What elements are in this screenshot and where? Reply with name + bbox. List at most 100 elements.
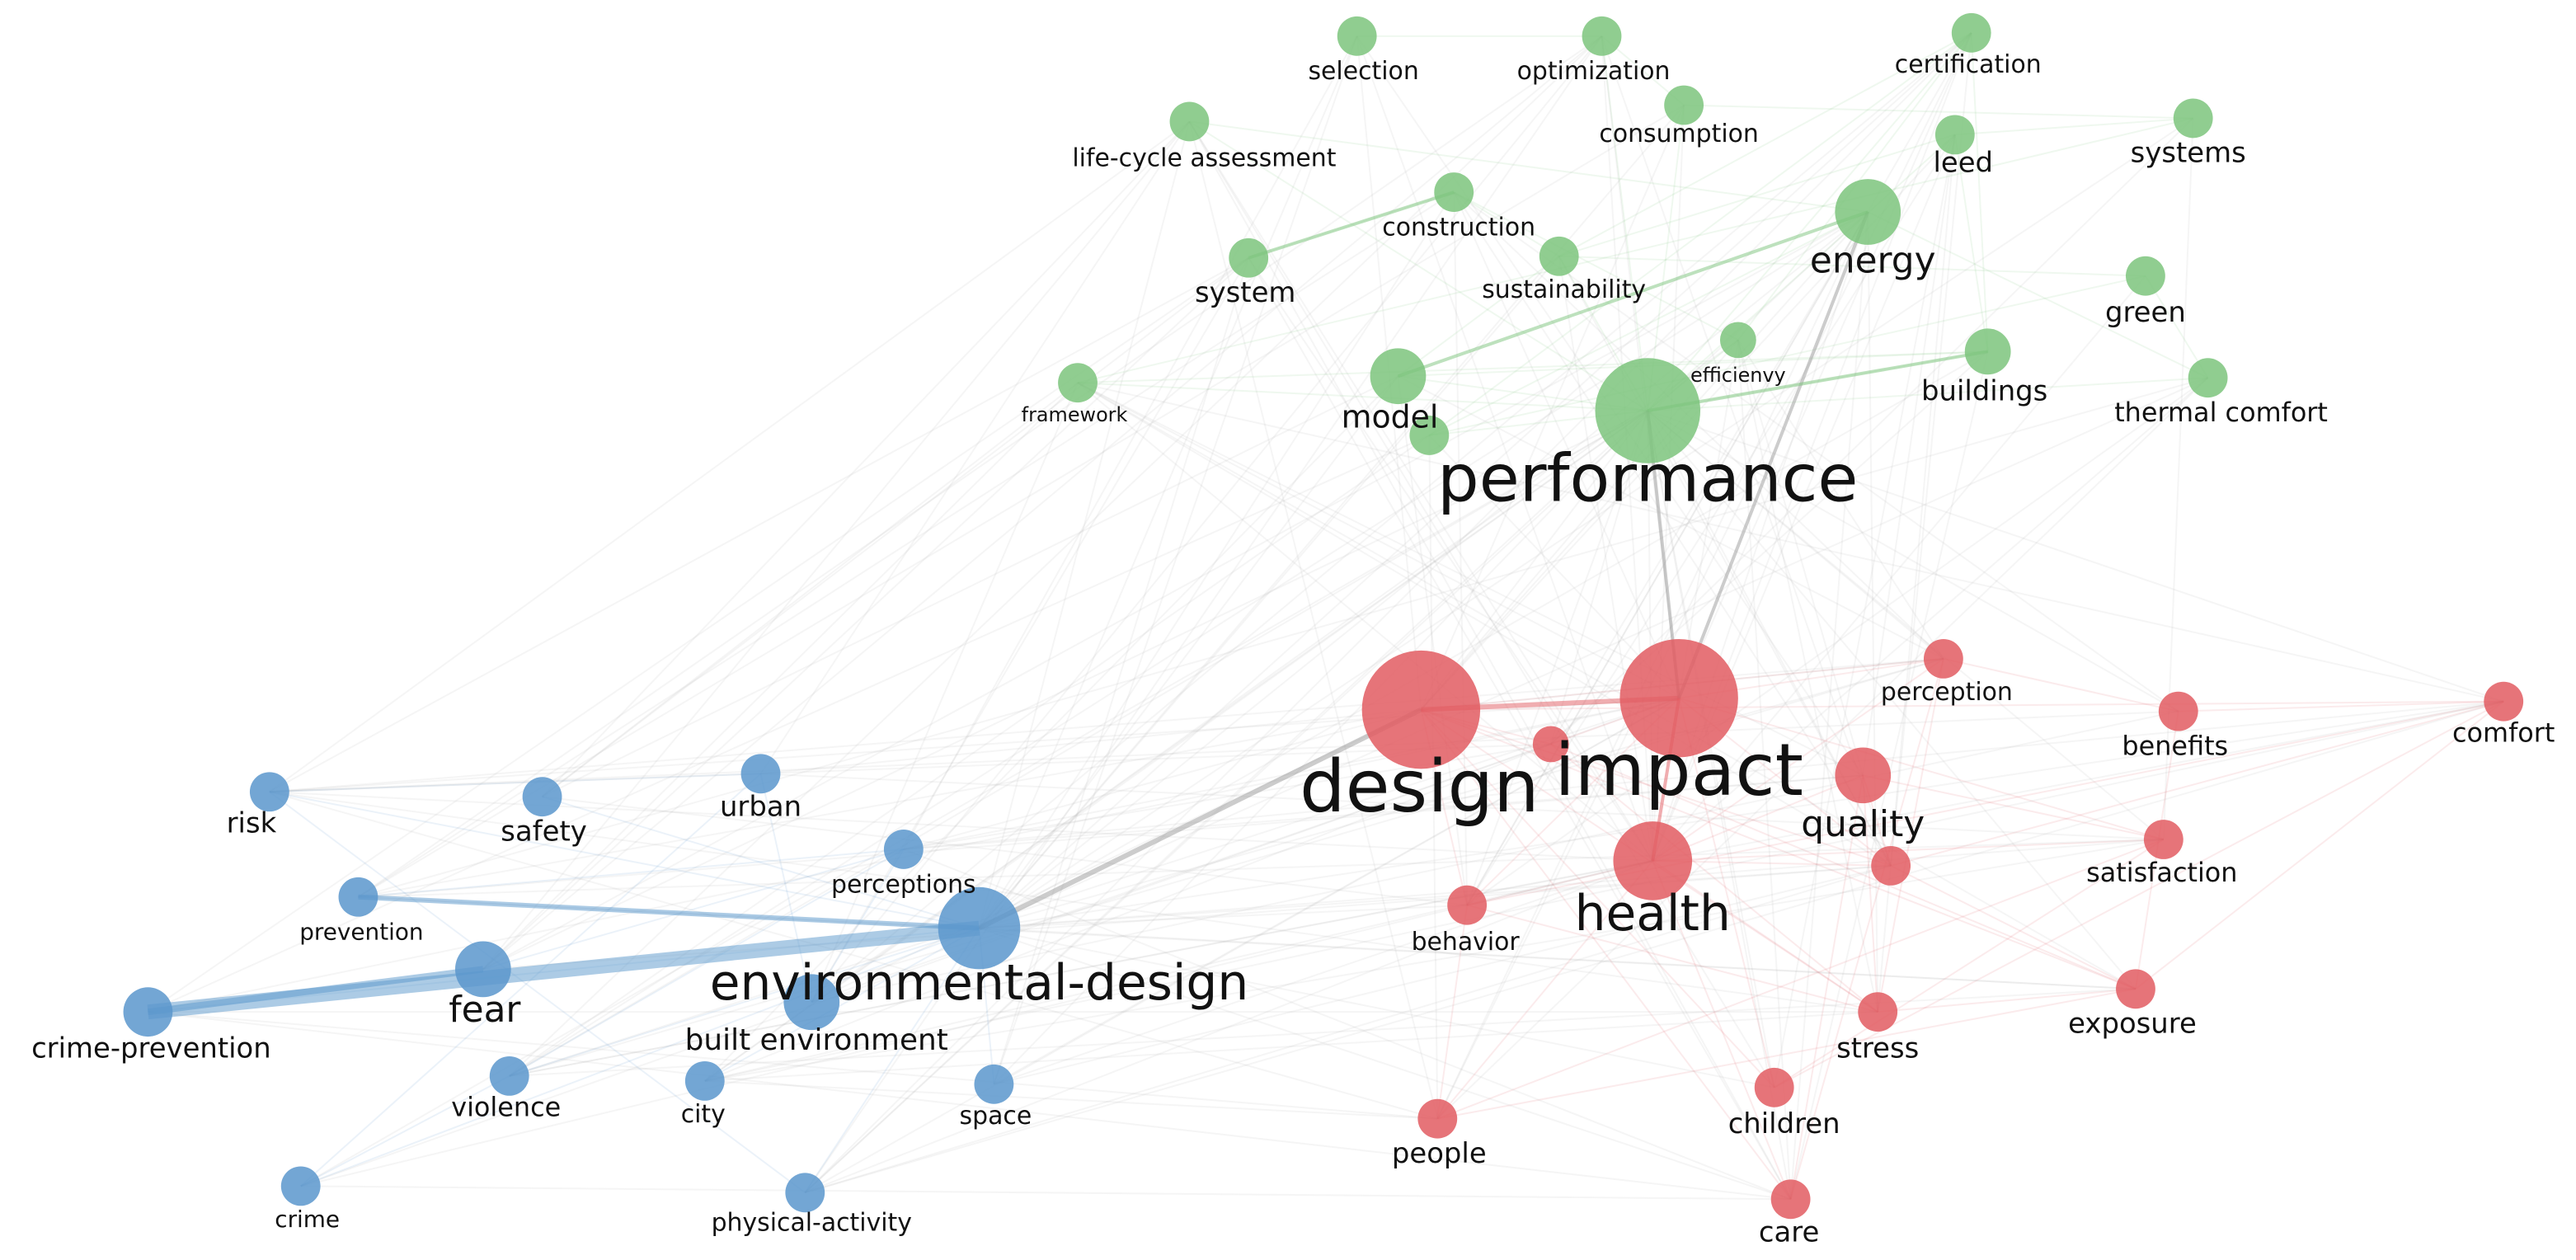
edge <box>1737 339 1944 660</box>
node-label: built environment <box>685 1023 948 1057</box>
edge <box>804 859 1653 1194</box>
edge <box>993 697 1680 1085</box>
node-label: city <box>681 1100 726 1129</box>
edge <box>704 700 2504 1082</box>
edge <box>358 774 1864 898</box>
node <box>938 886 1021 970</box>
node-label: crime-prevention <box>31 1032 271 1065</box>
edge <box>903 708 1422 850</box>
node-label: stress <box>1836 1032 1919 1065</box>
edge <box>759 120 1191 774</box>
node-label: prevention <box>299 919 423 946</box>
node <box>1923 638 1963 679</box>
node <box>1058 363 1098 403</box>
edge <box>760 657 1944 775</box>
node <box>1835 747 1892 804</box>
edge <box>1558 256 1654 862</box>
edge <box>1647 410 2179 712</box>
labels: selection optimization certification consum… <box>31 50 2555 1248</box>
edge <box>1398 350 1988 378</box>
edge <box>978 121 1191 929</box>
edge <box>1773 134 1956 1088</box>
edge <box>509 410 1648 1077</box>
edge <box>978 35 1358 929</box>
node <box>1619 638 1738 758</box>
edge <box>1188 120 1792 1200</box>
node <box>1934 115 1975 155</box>
edge <box>1953 134 1989 352</box>
edge <box>1466 410 1649 906</box>
node <box>1417 1098 1458 1139</box>
node <box>1770 1179 1811 1220</box>
edge <box>300 1185 1791 1201</box>
node-label: children <box>1728 1107 1840 1140</box>
node-label: thermal comfort <box>2114 397 2328 428</box>
edge <box>1453 191 1892 867</box>
node <box>783 974 840 1031</box>
edge <box>1601 35 1892 867</box>
node-label: optimization <box>1517 57 1671 86</box>
edge <box>811 743 1552 1004</box>
node-label: sustainability <box>1482 275 1646 304</box>
node <box>2173 98 2213 139</box>
node <box>1409 416 1450 455</box>
edge <box>358 708 1422 898</box>
edge <box>1890 32 1972 866</box>
edge <box>1077 382 1648 412</box>
edge <box>269 791 1878 1013</box>
node <box>785 1173 825 1213</box>
edge <box>1437 988 2136 1120</box>
edge <box>1678 697 2165 840</box>
edge <box>1647 410 1775 1088</box>
edge <box>978 32 1972 929</box>
node <box>1169 101 1210 142</box>
edge <box>805 700 2504 1194</box>
edge <box>979 927 1775 1088</box>
node-label: space <box>960 1102 1032 1131</box>
edge <box>1558 256 1892 867</box>
edge <box>978 117 2194 929</box>
edge <box>811 849 905 1003</box>
edge <box>1789 775 1864 1200</box>
edge <box>1428 211 1869 436</box>
edge <box>1549 410 1649 745</box>
node <box>489 1055 529 1096</box>
edge <box>509 435 1430 1077</box>
edge <box>1420 410 1649 711</box>
edge <box>1436 839 2165 1120</box>
nodes <box>123 12 2524 1220</box>
node <box>2116 969 2155 1009</box>
edge <box>978 707 1422 931</box>
node-label: violence <box>451 1092 561 1123</box>
edge <box>1077 382 2504 703</box>
node <box>1858 992 1898 1032</box>
edge <box>269 791 1438 1120</box>
node-label: performance <box>1437 440 1858 517</box>
edge <box>704 1079 1438 1120</box>
node-label: model <box>1342 399 1439 435</box>
edge <box>1877 658 1944 1013</box>
edge <box>300 1074 510 1187</box>
edge <box>1601 35 1649 411</box>
edge <box>1647 410 2504 703</box>
edge <box>1647 350 1989 413</box>
edge <box>148 1011 1438 1120</box>
node-label: efficienvy <box>1690 364 1786 387</box>
node-label: health <box>1575 886 1731 943</box>
edge <box>1867 211 2209 379</box>
node <box>1337 16 1377 56</box>
edge <box>1189 120 1869 213</box>
edge <box>147 920 980 1020</box>
edge <box>1878 988 2136 1013</box>
node-label: quality <box>1801 803 1925 845</box>
edge <box>269 791 806 1194</box>
edge <box>482 410 1648 971</box>
edge <box>1647 411 1654 861</box>
edge <box>1550 743 2136 990</box>
edge <box>542 375 1398 798</box>
edge <box>1863 774 2165 840</box>
edge <box>704 927 980 1082</box>
edge <box>1549 211 1869 745</box>
edge <box>1397 210 1869 378</box>
node <box>1434 172 1474 212</box>
